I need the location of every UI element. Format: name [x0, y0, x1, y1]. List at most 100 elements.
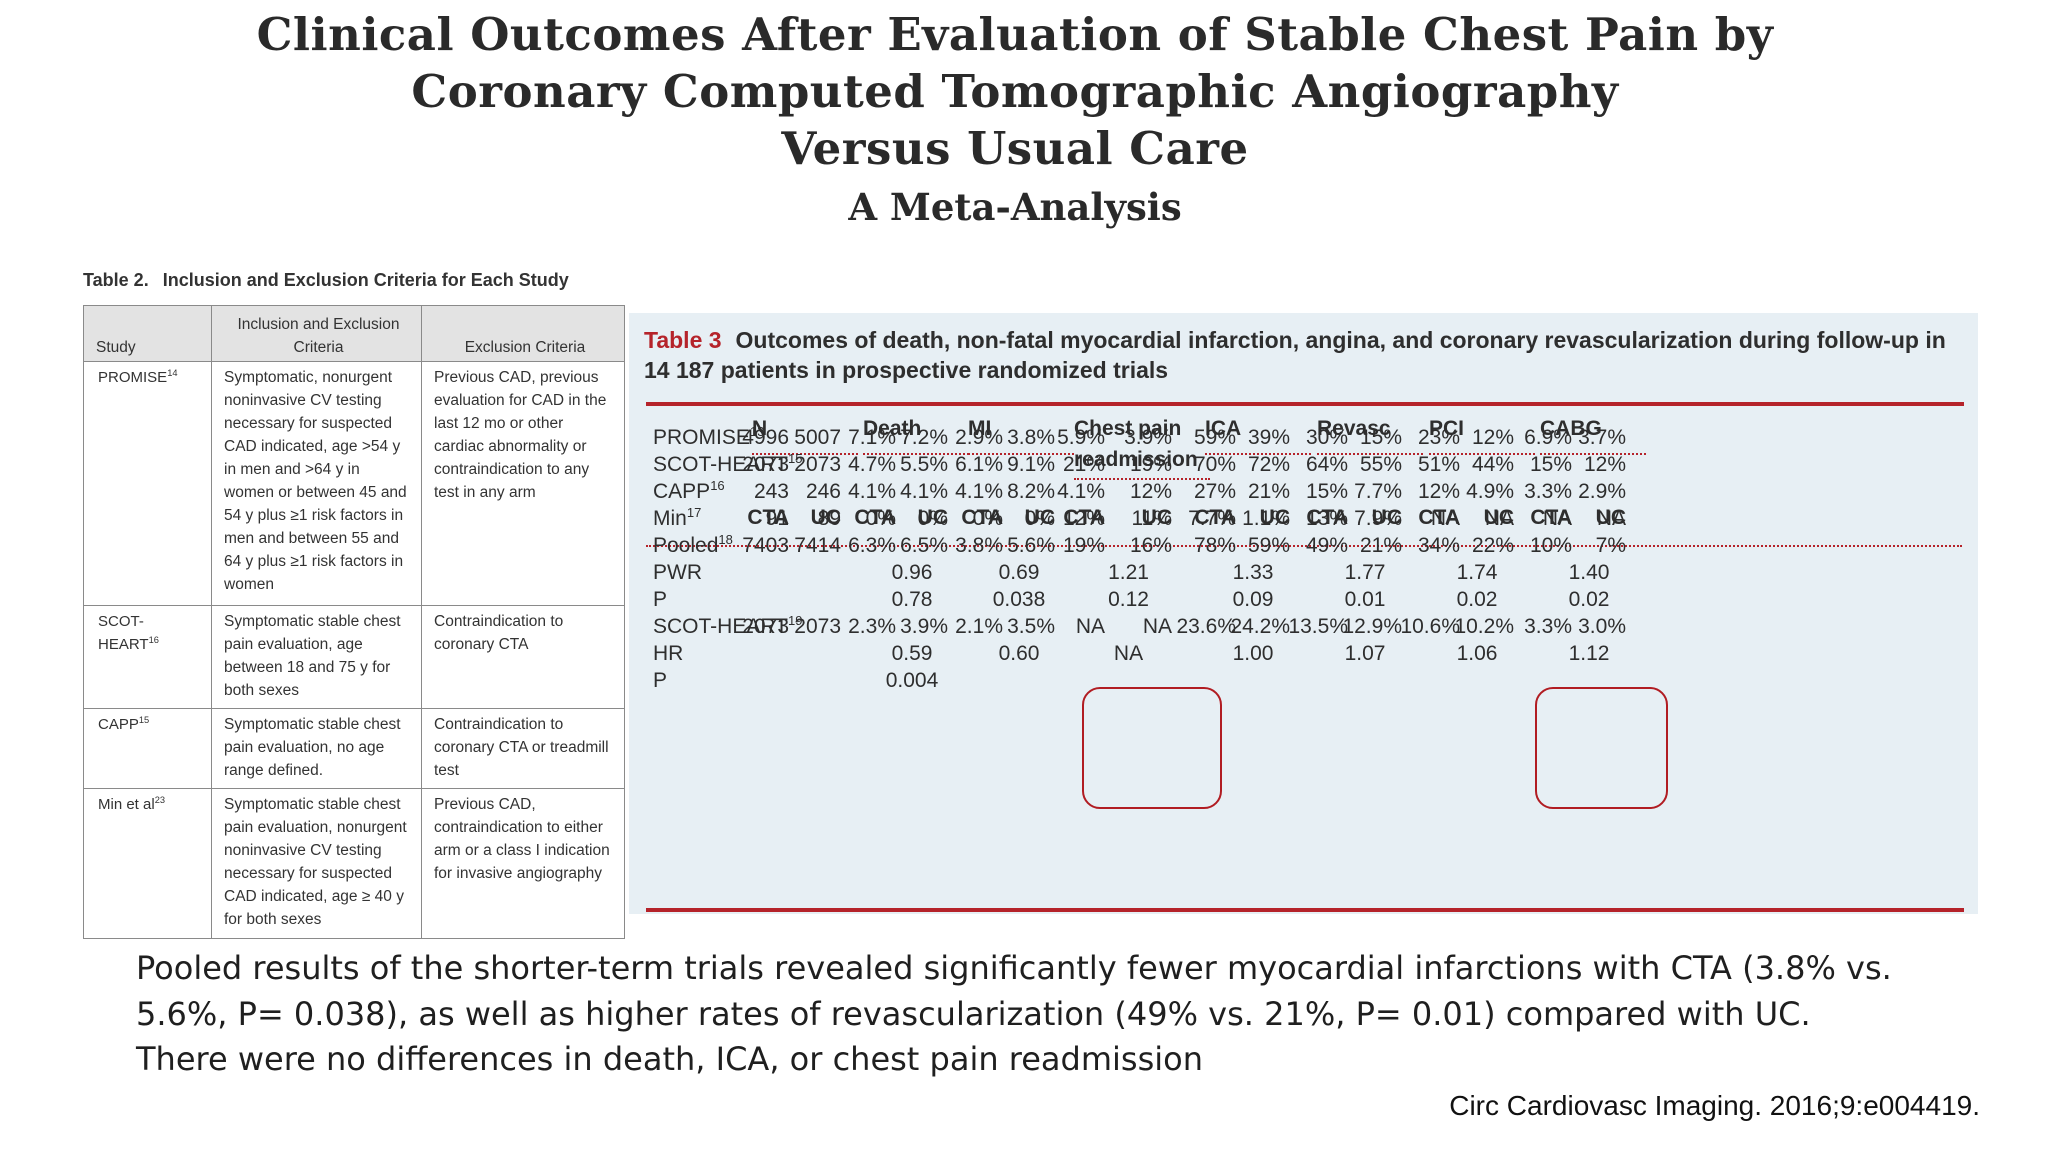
title-line-3: Versus Usual Care — [781, 122, 1249, 175]
highlight-mi-box — [1082, 687, 1222, 809]
table3-cell: 15% — [1359, 426, 1402, 449]
table3-cell: 0.96 — [891, 561, 933, 584]
table3-cell: 13.5% — [1288, 615, 1348, 638]
table3-cell: 2.9% — [955, 426, 1003, 449]
table3-cell: 13% — [1305, 507, 1348, 530]
table3-cell: 34% — [1417, 534, 1460, 557]
table3-cell: 6.3% — [848, 534, 896, 557]
table3-cell: 4.1% — [1057, 480, 1105, 503]
table3-cell: 3.9% — [1124, 426, 1172, 449]
table3-cell: 4.7% — [848, 453, 896, 476]
table3-cell: 2073 — [794, 453, 841, 476]
table3-cell: 59% — [1193, 426, 1236, 449]
table3-cell: 1.40 — [1568, 561, 1610, 584]
table2-study: SCOT-HEART16 — [83, 605, 212, 709]
table3-subheader: CTA — [1418, 506, 1460, 529]
table2-row: CAPP15 Symptomatic stable chest pain eva… — [83, 708, 625, 789]
table3-group-underline — [968, 453, 1074, 455]
table3-subheader: UC — [1595, 506, 1626, 529]
table3-cell: 23.6% — [1176, 615, 1236, 638]
table3-caption: Table 3 Outcomes of death, non-fatal myoc… — [644, 325, 1974, 385]
table3-group-underline — [1074, 478, 1210, 480]
table3-cell: 3.5% — [1007, 615, 1055, 638]
table3-group-underline — [752, 453, 858, 455]
table3-cell: 6.5% — [900, 534, 948, 557]
table3-cell: 2.3% — [848, 615, 896, 638]
table3-cell: 0.038 — [992, 588, 1046, 611]
table3-grid: N Death MI Chest pain readmission ICA Revasc P… — [629, 313, 1978, 914]
table3-subheader: CTA — [961, 506, 1003, 529]
table3-row-label: SCOT-HEART15 — [653, 451, 803, 476]
table3-cell: 3.0% — [1578, 615, 1626, 638]
table3-row-label: PROMISE13 — [653, 424, 765, 449]
table3-caption-text: Outcomes of death, non-fatal myocardial … — [644, 327, 1946, 383]
table3-cell: 10.6% — [1400, 615, 1460, 638]
table3-cell: 10.2% — [1454, 615, 1514, 638]
table3-cell: 0.78 — [891, 588, 933, 611]
table3-cell: 2.1% — [955, 615, 1003, 638]
table2-header-exclusion: Exclusion Criteria — [421, 305, 625, 362]
table3-cell: 21% — [1062, 453, 1105, 476]
table3-group-header: CABG — [1540, 417, 1602, 440]
table3-cell: 7.7% — [1354, 480, 1402, 503]
table2-inclusion: Symptomatic stable chest pain evaluation… — [211, 788, 422, 939]
table3-cell: 3.3% — [1524, 480, 1572, 503]
table3-cell: 12% — [1062, 507, 1105, 530]
table3-group-header: Death — [863, 417, 922, 440]
table3-group-header: Revasc — [1317, 417, 1391, 440]
table3-cell: 12.9% — [1342, 615, 1402, 638]
table3-cell: 3.8% — [955, 534, 1003, 557]
table3-cell: 49% — [1305, 534, 1348, 557]
title-line-1: Clinical Outcomes After Evaluation of St… — [256, 8, 1774, 61]
table3-cell: 5.9% — [1057, 426, 1105, 449]
table3-cell: 6.1% — [955, 453, 1003, 476]
table3-cell: 3.7% — [1578, 426, 1626, 449]
table3-cell: 8.2% — [1007, 480, 1055, 503]
table3-cell: 7.7% — [1188, 507, 1236, 530]
table2-caption: Table 2. Inclusion and Exclusion Criteria… — [83, 270, 569, 291]
table3-cell: 0% — [917, 507, 948, 530]
table3-cell: 7% — [1595, 534, 1626, 557]
table3-cell: 0% — [865, 507, 896, 530]
table2-inclusion: Symptomatic stable chest pain evaluation… — [211, 605, 422, 709]
table3-row-label: HR — [653, 642, 684, 665]
table2-exclusion: Previous CAD, previous evaluation for CA… — [421, 361, 625, 606]
table2-inclusion: Symptomatic stable chest pain evaluation… — [211, 708, 422, 789]
title-subtitle: A Meta-Analysis — [848, 185, 1182, 229]
table3-panel: Table 3 Outcomes of death, non-fatal myoc… — [629, 313, 1978, 914]
table3-cell: 51% — [1417, 453, 1460, 476]
table3-row-label: SCOT-HEART19 — [653, 613, 803, 638]
table3-cell: 3.8% — [1007, 426, 1055, 449]
table3-cell: 1.33 — [1232, 561, 1274, 584]
table3-cell: 0.004 — [885, 669, 939, 692]
summary-line-2: 5.6%, P= 0.038), as well as higher rates… — [136, 994, 1811, 1033]
table3-cell: 30% — [1305, 426, 1348, 449]
table3-cell: 1.1% — [1242, 507, 1290, 530]
table3-subheader: CTA — [1306, 506, 1348, 529]
table3-subheader: CTA — [1194, 506, 1236, 529]
table3-cell: 78% — [1193, 534, 1236, 557]
table3-cell: 3.3% — [1524, 615, 1572, 638]
table3-cell: 91 — [765, 507, 789, 530]
table3-cell: 3.9% — [900, 615, 948, 638]
title-line-2: Coronary Computed Tomographic Angiograph… — [411, 65, 1619, 118]
table3-cell: 2073 — [794, 615, 841, 638]
table3-header-divider — [646, 545, 1962, 547]
table3-cell: 7.2% — [900, 426, 948, 449]
table2-criteria: Study Inclusion and Exclusion Criteria E… — [83, 305, 625, 939]
table3-row-label: P — [653, 588, 668, 611]
table3-cell: 11% — [1131, 507, 1172, 530]
table3-cell: 21% — [1247, 480, 1290, 503]
table3-cell: 0.02 — [1568, 588, 1610, 611]
table3-cell: 23% — [1417, 426, 1460, 449]
table3-cell: 1.07 — [1344, 642, 1386, 665]
table3-cell: 0.02 — [1456, 588, 1498, 611]
table3-cell: 4.9% — [1466, 480, 1514, 503]
table3-group-underline — [1205, 453, 1311, 455]
table3-cell: 72% — [1247, 453, 1290, 476]
table3-subheader: UC — [1483, 506, 1514, 529]
table2-header-inclusion: Inclusion and Exclusion Criteria — [211, 305, 422, 362]
table3-label: Table 3 — [644, 327, 722, 353]
table3-cell: 19% — [1062, 534, 1105, 557]
table3-subheader: UC — [1259, 506, 1290, 529]
